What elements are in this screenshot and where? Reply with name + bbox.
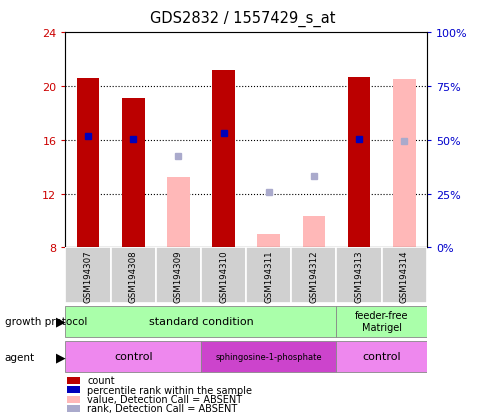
Text: standard condition: standard condition bbox=[148, 316, 253, 326]
Bar bbox=[67, 405, 80, 412]
Text: GSM194313: GSM194313 bbox=[354, 249, 363, 302]
Text: control: control bbox=[114, 351, 152, 361]
Text: GSM194307: GSM194307 bbox=[83, 249, 92, 302]
Bar bbox=[121, 99, 144, 248]
Text: ▶: ▶ bbox=[56, 350, 65, 363]
Bar bbox=[336, 341, 426, 372]
Bar bbox=[212, 71, 234, 248]
Bar bbox=[76, 78, 99, 248]
Bar bbox=[200, 248, 245, 304]
Text: GSM194311: GSM194311 bbox=[264, 249, 272, 302]
Bar bbox=[336, 248, 381, 304]
Bar bbox=[302, 217, 324, 248]
Bar bbox=[67, 377, 80, 384]
Bar bbox=[257, 235, 279, 248]
Bar bbox=[200, 341, 336, 372]
Text: rank, Detection Call = ABSENT: rank, Detection Call = ABSENT bbox=[87, 404, 237, 413]
Bar bbox=[155, 248, 200, 304]
Bar bbox=[65, 341, 200, 372]
Text: GSM194309: GSM194309 bbox=[174, 249, 182, 302]
Bar bbox=[392, 80, 415, 248]
Text: GSM194314: GSM194314 bbox=[399, 249, 408, 302]
Bar bbox=[65, 248, 110, 304]
Text: GDS2832 / 1557429_s_at: GDS2832 / 1557429_s_at bbox=[150, 10, 334, 26]
Bar bbox=[67, 386, 80, 393]
Text: sphingosine-1-phosphate: sphingosine-1-phosphate bbox=[215, 351, 321, 361]
Text: growth protocol: growth protocol bbox=[5, 316, 87, 326]
Text: GSM194308: GSM194308 bbox=[128, 249, 137, 302]
Text: value, Detection Call = ABSENT: value, Detection Call = ABSENT bbox=[87, 394, 242, 404]
Bar bbox=[245, 248, 291, 304]
Text: GSM194312: GSM194312 bbox=[309, 249, 318, 302]
Bar bbox=[110, 248, 155, 304]
Bar bbox=[291, 248, 336, 304]
Bar bbox=[336, 306, 426, 337]
Text: feeder-free
Matrigel: feeder-free Matrigel bbox=[354, 310, 408, 332]
Bar bbox=[167, 178, 189, 248]
Bar bbox=[67, 396, 80, 403]
Bar bbox=[347, 77, 370, 248]
Text: GSM194310: GSM194310 bbox=[219, 249, 227, 302]
Bar bbox=[381, 248, 426, 304]
Text: percentile rank within the sample: percentile rank within the sample bbox=[87, 385, 252, 394]
Text: agent: agent bbox=[5, 352, 35, 362]
Text: control: control bbox=[362, 351, 400, 361]
Text: ▶: ▶ bbox=[56, 315, 65, 328]
Text: count: count bbox=[87, 375, 115, 385]
Bar bbox=[65, 306, 336, 337]
